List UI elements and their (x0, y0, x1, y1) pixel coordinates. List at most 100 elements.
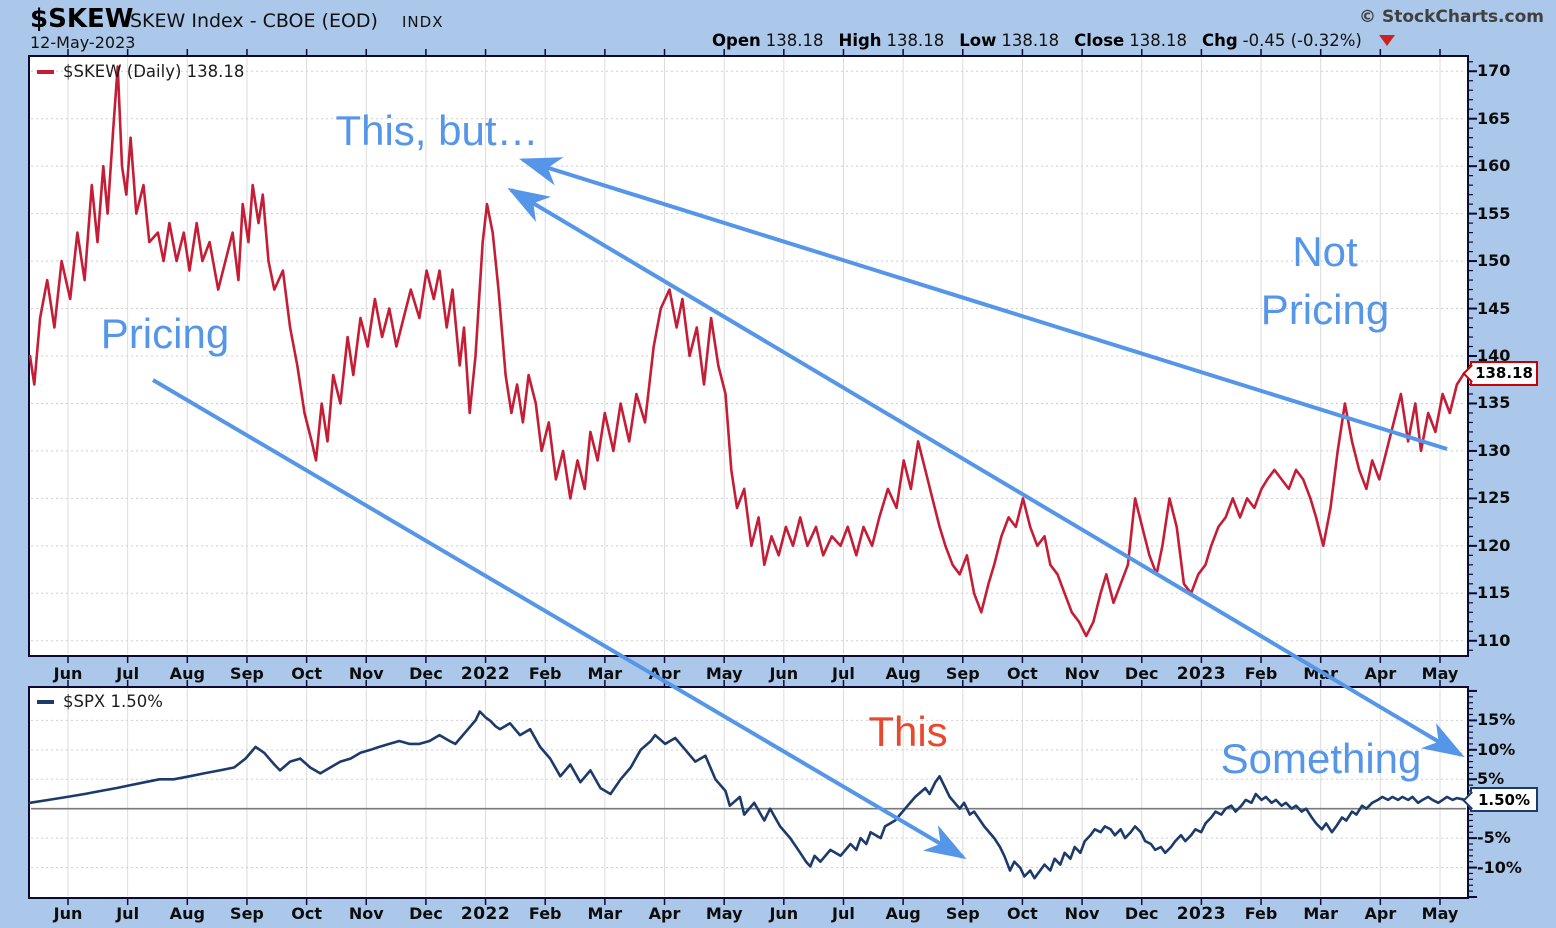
x-axis-label: Feb (528, 904, 562, 923)
x-axis-label: Feb (1244, 664, 1278, 683)
x-axis-label: Jul (832, 664, 855, 683)
skew-legend-label: $SKEW (Daily) 138.18 (63, 62, 245, 81)
high-label: High (838, 31, 882, 50)
x-axis-label: Dec (409, 664, 443, 683)
x-axis-label: Jul (832, 904, 855, 923)
change-value: -0.45 (-0.32%) (1242, 31, 1362, 50)
y-axis-label: 115 (1477, 583, 1511, 603)
skew-price-tag-value: 138.18 (1475, 364, 1533, 383)
x-axis-label: Feb (1244, 904, 1278, 923)
x-axis-label: Mar (587, 904, 623, 923)
x-axis-label: Jun (769, 664, 799, 683)
x-axis-label: Aug (885, 664, 921, 683)
spx-chart-panel (28, 686, 1469, 899)
x-axis-label: Feb (528, 664, 562, 683)
x-axis-label: Sep (945, 904, 980, 923)
x-axis-label: Aug (885, 904, 921, 923)
x-axis-label: 2022 (460, 904, 511, 924)
annotation-text: Pricing (100, 310, 230, 358)
spx-legend: $SPX 1.50% (37, 692, 163, 711)
chart-date: 12-May-2023 (30, 33, 136, 52)
x-axis-label: Apr (648, 664, 681, 683)
close-label: Close (1074, 31, 1125, 50)
change-down-triangle-icon (1378, 35, 1395, 46)
x-axis-label: May (705, 904, 743, 923)
y-axis-label: 155 (1477, 203, 1511, 223)
x-axis-label: Sep (230, 664, 264, 683)
x-axis-label: Apr (1364, 904, 1397, 923)
y-axis-label: 140 (1477, 346, 1511, 365)
annotation-text: This, but… (335, 107, 539, 155)
high-quote: High 138.18 (839, 31, 945, 50)
y-axis-label: 10% (1477, 739, 1516, 759)
skew-chart-panel (28, 55, 1469, 657)
skew-legend: $SKEW (Daily) 138.18 (37, 62, 244, 81)
annotation-text: Not Pricing (1260, 228, 1390, 333)
x-axis-label: May (705, 664, 743, 683)
y-axis-label: 135 (1477, 393, 1511, 413)
change-label: Chg (1201, 31, 1238, 50)
spx-legend-label: $SPX 1.50% (63, 692, 163, 711)
x-axis-label: Nov (1064, 664, 1100, 683)
x-axis-label: Mar (1303, 664, 1338, 683)
open-value: 138.18 (765, 31, 824, 50)
x-axis-label: Jun (53, 664, 83, 683)
low-value: 138.18 (1001, 31, 1060, 50)
x-axis-label: 2023 (1176, 904, 1227, 924)
x-axis-label: Jul (116, 664, 140, 683)
x-axis-label: Apr (1364, 664, 1397, 683)
skew-legend-swatch (37, 69, 54, 74)
y-axis-label: 5% (1477, 769, 1505, 789)
y-axis-label: 160 (1477, 156, 1511, 176)
high-value: 138.18 (886, 31, 945, 50)
x-axis-label: Apr (648, 904, 681, 923)
change-quote: Chg -0.45 (-0.32%) (1202, 31, 1362, 50)
close-quote: Close 138.18 (1074, 31, 1187, 50)
y-axis-label: 150 (1477, 251, 1511, 271)
y-axis-label: 120 (1477, 535, 1511, 555)
x-axis-label: Jun (53, 904, 83, 923)
x-axis-label: Nov (348, 664, 384, 683)
y-axis-label: 15% (1477, 710, 1516, 730)
stockcharts-watermark: © StockCharts.com (1359, 7, 1544, 27)
x-axis-label: Sep (945, 664, 980, 683)
x-axis-label: Oct (1007, 904, 1038, 923)
y-axis-label: 130 (1477, 440, 1511, 460)
x-axis-label: Oct (291, 664, 322, 683)
exchange-label: INDX (402, 13, 444, 31)
y-axis-label: 110 (1477, 630, 1511, 650)
spx-price-tag-value: 1.50% (1477, 790, 1531, 809)
y-axis-label: 125 (1477, 488, 1511, 508)
y-axis-label: -5% (1477, 828, 1511, 848)
x-axis-label: Mar (587, 664, 623, 683)
x-axis-label: Aug (169, 904, 205, 923)
annotation-text: This (868, 708, 948, 756)
low-label: Low (959, 31, 997, 50)
skew-price-tag: 138.18 (1462, 360, 1538, 386)
close-value: 138.18 (1129, 31, 1187, 50)
quote-row: Open 138.18 High 138.18 Low 138.18 Close 138… (712, 31, 1395, 50)
x-axis-label: Aug (169, 664, 205, 683)
chart-title: SKEW Index - CBOE (EOD) (130, 10, 378, 32)
y-axis-label: 165 (1477, 108, 1511, 128)
x-axis-label: Nov (348, 904, 384, 923)
x-axis-label: Dec (1124, 664, 1159, 683)
x-axis-label: 2023 (1176, 664, 1227, 684)
symbol-title: $SKEW (30, 4, 134, 34)
x-axis-label: Nov (1064, 904, 1100, 923)
spx-legend-swatch (37, 699, 54, 704)
y-axis-label: -10% (1477, 857, 1522, 877)
x-axis-label: Oct (1007, 664, 1038, 683)
x-axis-label: 2022 (460, 664, 511, 684)
x-axis-label: May (1421, 664, 1459, 683)
x-axis-label: Sep (230, 904, 264, 923)
open-label: Open (712, 31, 761, 50)
y-axis-label: 170 (1477, 61, 1511, 81)
x-axis-label: Dec (409, 904, 443, 923)
spx-price-tag: 1.50% (1462, 787, 1538, 813)
annotation-text: Something (1220, 735, 1422, 783)
low-quote: Low 138.18 (959, 31, 1059, 50)
x-axis-label: Jul (116, 904, 140, 923)
x-axis-label: Mar (1303, 904, 1338, 923)
